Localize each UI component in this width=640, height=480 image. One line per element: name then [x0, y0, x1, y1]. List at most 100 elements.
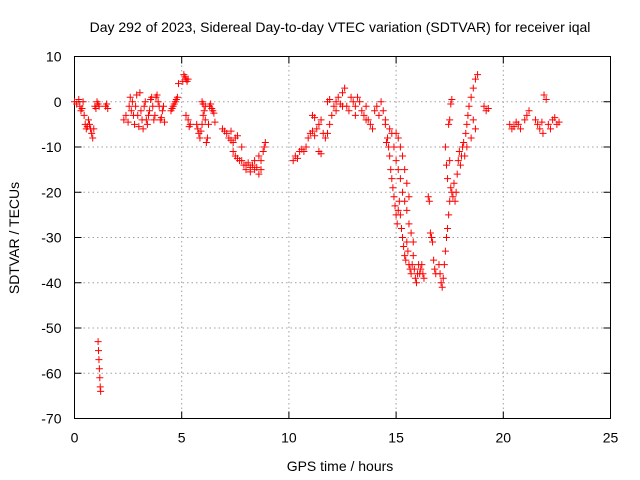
- data-point: [142, 116, 150, 124]
- data-point: [207, 100, 215, 108]
- data-point: [484, 105, 492, 113]
- data-point: [146, 107, 154, 115]
- data-point: [538, 118, 546, 126]
- data-point: [464, 111, 472, 119]
- data-point: [201, 102, 209, 110]
- data-point: [396, 175, 404, 183]
- data-point: [409, 252, 417, 260]
- data-point: [401, 166, 409, 174]
- data-point: [371, 107, 379, 115]
- data-point: [534, 120, 542, 128]
- data-point: [391, 202, 399, 210]
- data-point: [362, 116, 370, 124]
- data-point: [89, 134, 97, 142]
- data-point: [75, 95, 83, 103]
- y-tick-label: -70: [41, 411, 61, 427]
- y-tick-label: -50: [41, 320, 61, 336]
- data-point: [311, 132, 319, 140]
- data-point: [440, 261, 448, 269]
- data-point: [238, 157, 246, 165]
- data-point: [474, 71, 482, 79]
- data-point: [544, 120, 552, 128]
- data-point: [463, 120, 471, 128]
- data-point: [362, 102, 370, 110]
- data-point: [345, 107, 353, 115]
- y-tick-label: 10: [46, 49, 62, 65]
- data-point: [326, 95, 334, 103]
- data-point: [521, 116, 529, 124]
- data-point: [334, 93, 342, 101]
- data-point: [135, 123, 143, 131]
- data-point: [251, 157, 259, 165]
- data-point: [384, 134, 392, 142]
- data-point: [369, 125, 377, 133]
- data-point: [373, 102, 381, 110]
- data-point: [95, 356, 103, 364]
- data-point: [399, 152, 407, 160]
- x-axis-label: GPS time / hours: [287, 458, 394, 474]
- data-point: [205, 120, 212, 128]
- data-point: [390, 193, 398, 201]
- data-point: [456, 161, 464, 169]
- data-point: [418, 261, 426, 269]
- data-point: [88, 129, 96, 137]
- data-point: [407, 229, 415, 237]
- data-point: [386, 125, 394, 133]
- data-point: [412, 279, 420, 287]
- data-point: [229, 148, 237, 156]
- data-point: [417, 265, 425, 273]
- data-point: [445, 211, 453, 219]
- data-point: [302, 143, 310, 151]
- x-tick-label: 10: [281, 430, 297, 446]
- data-point: [196, 134, 204, 142]
- data-point: [141, 98, 149, 106]
- data-point: [321, 134, 329, 142]
- data-point: [390, 143, 398, 151]
- data-point: [389, 184, 397, 192]
- data-point: [151, 111, 159, 119]
- data-point: [248, 161, 256, 169]
- data-point: [233, 132, 241, 140]
- axis-ticks: 0 5 10 15 20 25 10 0 -10 -20 -30 -40 -50 -60 -70: [41, 49, 618, 446]
- data-point: [174, 80, 182, 88]
- data-point: [144, 111, 152, 119]
- data-point: [86, 120, 94, 128]
- data-point: [289, 157, 297, 165]
- data-point: [480, 102, 488, 110]
- data-point: [341, 84, 349, 92]
- data-point: [311, 114, 319, 122]
- data-point: [154, 98, 162, 106]
- data-point: [149, 102, 157, 110]
- data-point: [78, 105, 86, 113]
- data-point: [379, 107, 387, 115]
- data-point: [469, 84, 477, 92]
- data-point: [409, 238, 417, 246]
- data-point: [392, 157, 400, 165]
- data-point: [441, 143, 449, 151]
- data-point: [94, 338, 102, 346]
- data-point: [447, 100, 455, 108]
- data-point: [536, 125, 544, 133]
- data-point: [200, 107, 208, 115]
- data-point: [404, 247, 412, 255]
- data-point: [360, 111, 368, 119]
- data-point: [394, 134, 402, 142]
- data-point: [339, 89, 346, 97]
- y-tick-label: -30: [41, 230, 61, 246]
- data-point: [351, 111, 359, 119]
- chart-grid: [74, 56, 611, 419]
- data-point: [255, 152, 263, 160]
- data-point: [402, 256, 410, 264]
- data-point: [436, 270, 444, 278]
- data-point: [246, 168, 254, 176]
- data-point: [446, 116, 454, 124]
- data-point: [173, 93, 181, 101]
- data-point: [143, 120, 151, 128]
- data-point: [438, 283, 446, 291]
- data-point: [120, 116, 128, 124]
- data-point: [104, 105, 112, 113]
- data-point: [454, 157, 462, 165]
- data-point: [450, 179, 458, 187]
- data-point: [125, 102, 133, 110]
- data-point: [308, 127, 316, 135]
